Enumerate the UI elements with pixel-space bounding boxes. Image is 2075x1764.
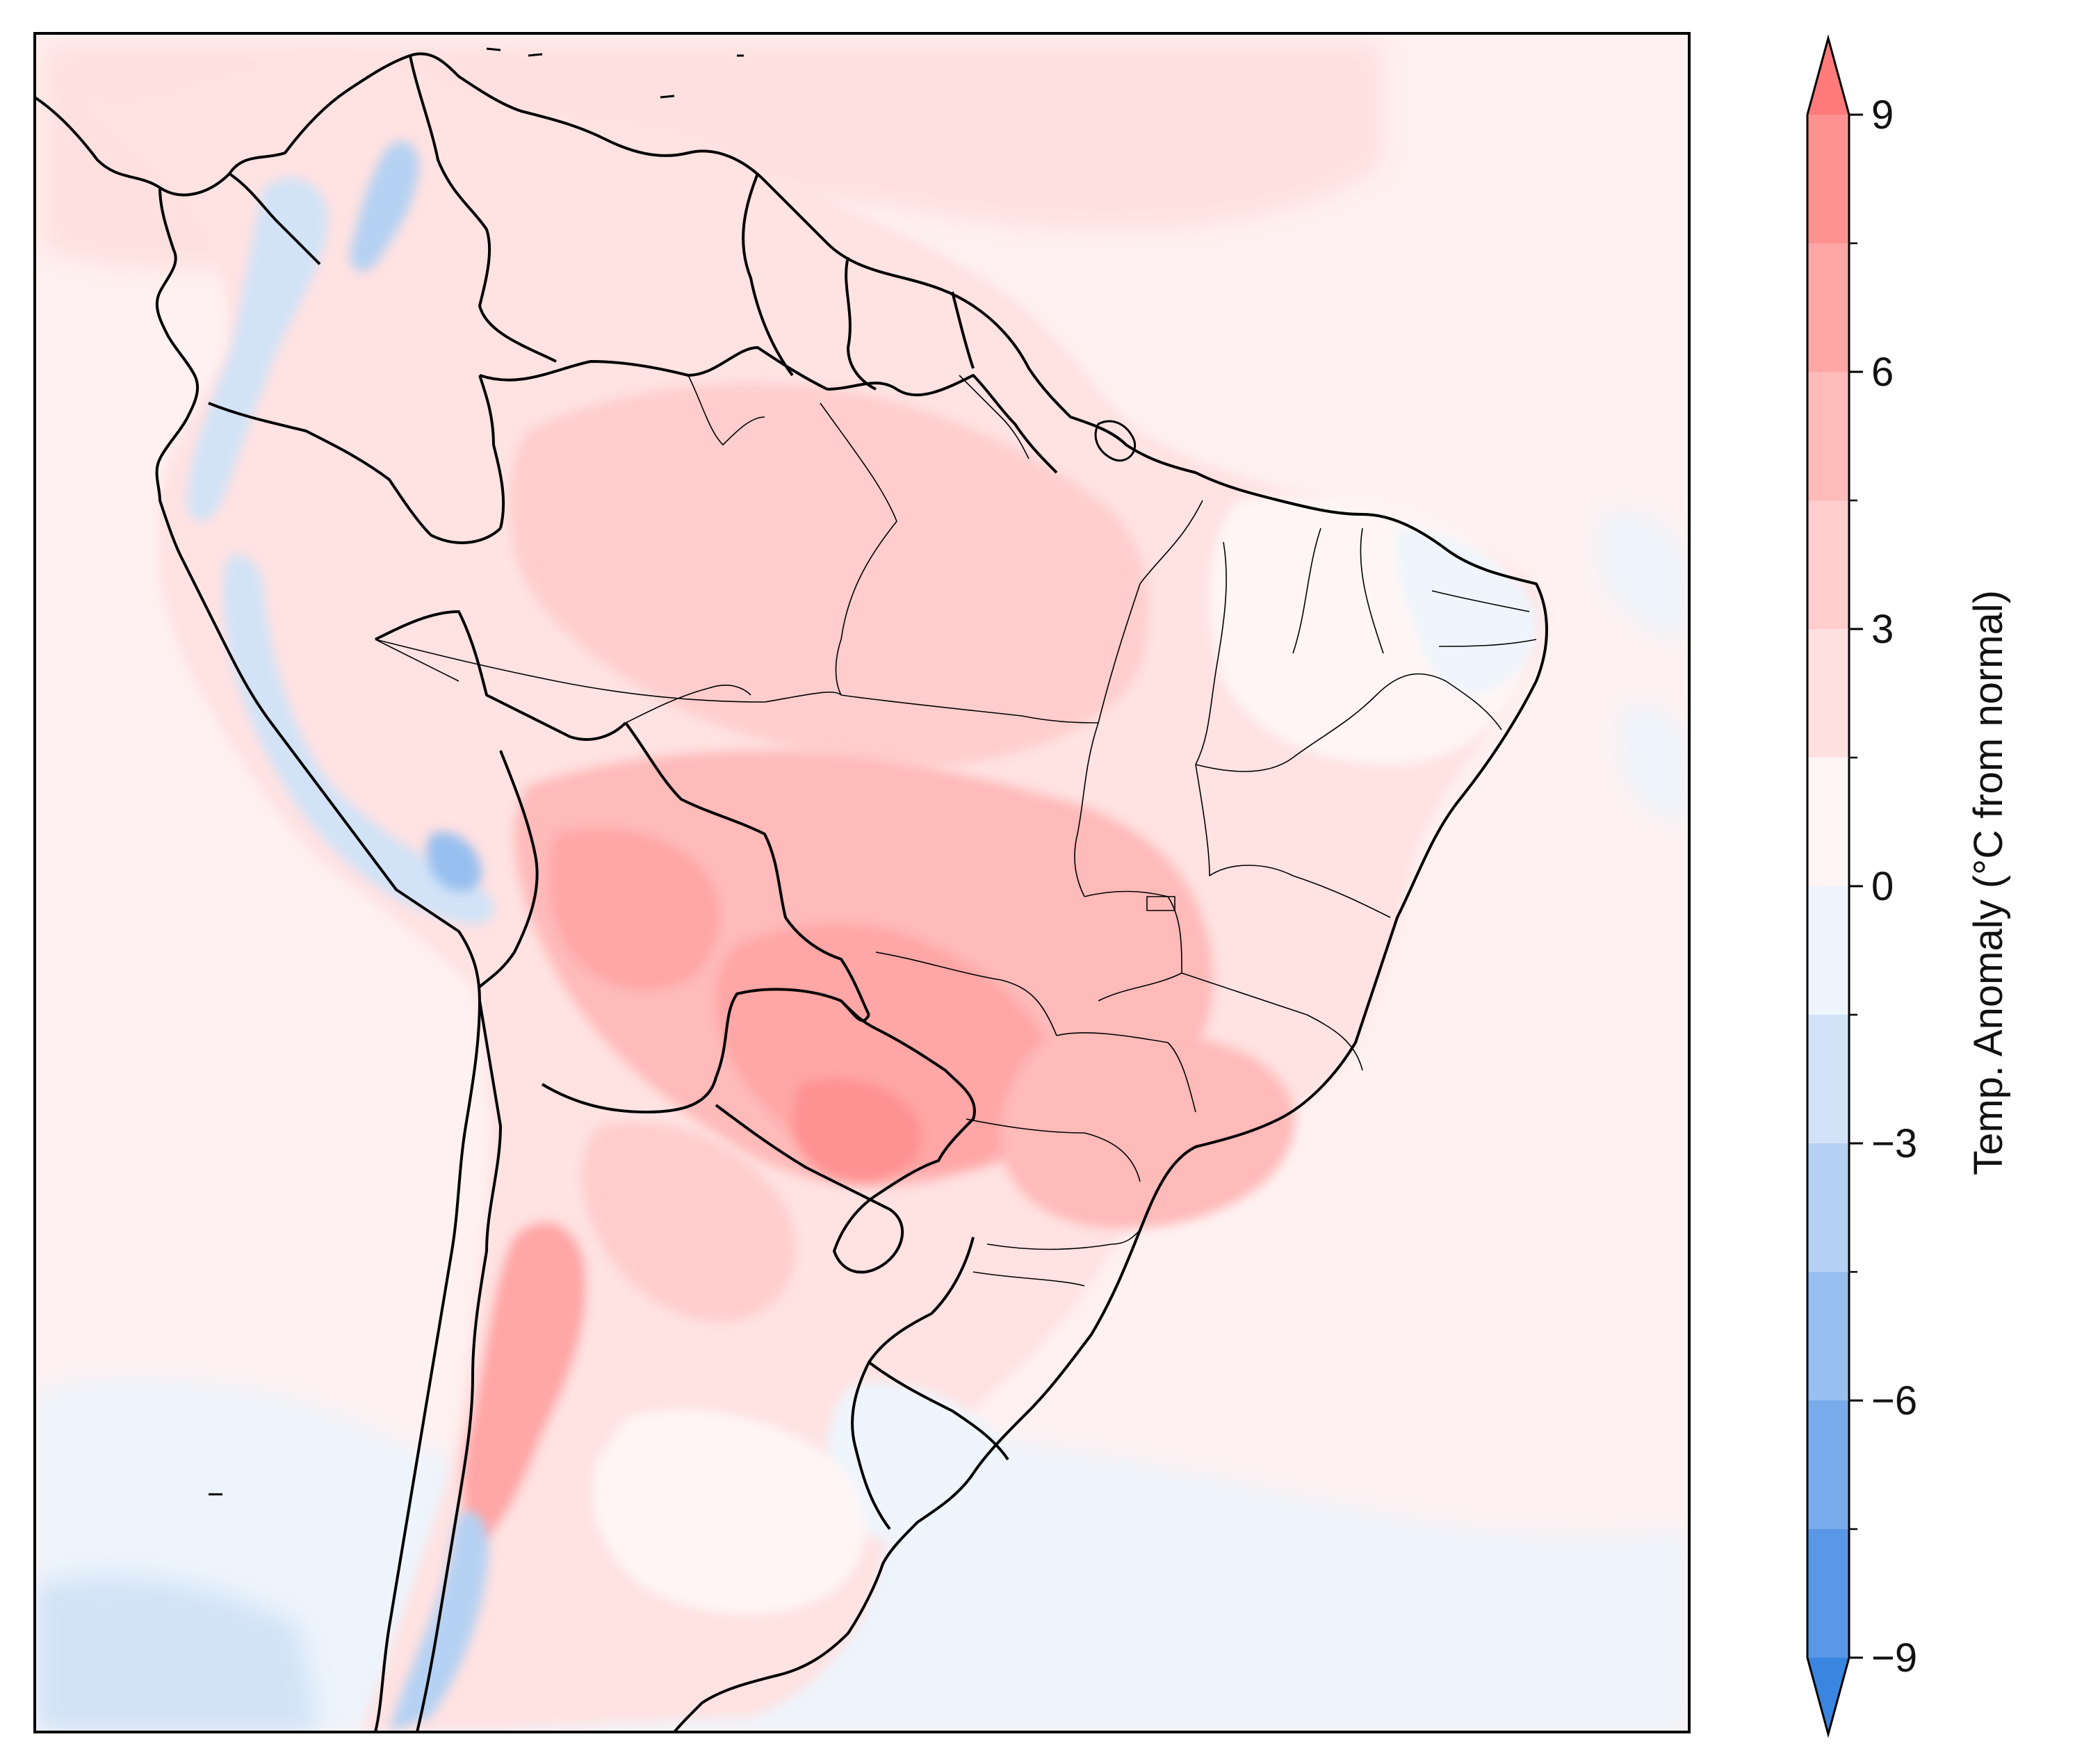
- island-1: [486, 47, 501, 51]
- andes-cool-north: [188, 177, 328, 522]
- colorbar-level-4: [1807, 1015, 1849, 1143]
- map-panel: [35, 33, 1689, 1732]
- andes-warm-streak: [463, 1223, 585, 1543]
- pampas-neutral: [592, 1410, 865, 1615]
- caribbean-islands: [209, 47, 1137, 1496]
- border-brazil-bolivia: [624, 721, 870, 1015]
- colombia-cool-streak: [350, 141, 419, 272]
- colorbar-level-6: [1807, 758, 1849, 886]
- state-line-para-mato-grosso: [840, 694, 1099, 724]
- continent-coastline: [35, 52, 1548, 1732]
- island-3: [660, 95, 675, 99]
- peru-cool-core: [427, 832, 482, 892]
- colorbar-tick-label: 9: [1871, 92, 1894, 138]
- colorbar-tick-label: 6: [1871, 350, 1894, 395]
- colorbar-level-11: [1807, 115, 1849, 243]
- border-colombia-brazil: [478, 375, 505, 529]
- state-line-df: [1146, 896, 1175, 911]
- state-line-goias: [1084, 890, 1182, 1002]
- state-line-sc: [986, 1230, 1141, 1250]
- state-borders: [375, 375, 1537, 1287]
- pacific-coastline: [155, 187, 481, 1732]
- east-atlantic-cool-patch: [1599, 510, 1689, 639]
- border-peru-brazil: [375, 610, 627, 741]
- state-line-piaui: [1195, 541, 1227, 765]
- border-paraguay: [715, 999, 976, 1274]
- colorbar-label: Temp. Anomaly (°C from normal): [1966, 590, 2011, 1175]
- state-line-ne-1: [1292, 528, 1321, 654]
- state-line-ne-4: [1438, 639, 1537, 647]
- border-uruguay-brazil: [868, 1361, 1009, 1461]
- colorbar-under-triangle: [1807, 1658, 1849, 1734]
- state-line-rr: [687, 375, 765, 446]
- state-line-amapa: [959, 375, 1030, 459]
- bolivia-warm-core: [548, 828, 719, 990]
- border-suriname-frguiana: [951, 291, 975, 369]
- amazon-warm-anomaly: [510, 384, 1148, 766]
- paraguay-hottest: [792, 1079, 922, 1182]
- border-colombia-peru: [208, 402, 502, 544]
- state-line-sp: [1056, 1032, 1196, 1113]
- state-line-maranhao: [1139, 500, 1203, 585]
- colorbar-level-0: [1807, 1529, 1849, 1658]
- state-line-tocantins: [1074, 583, 1141, 897]
- border-argentina-chile: [416, 1000, 502, 1732]
- state-line-ne-3: [1431, 590, 1530, 612]
- colorbar-level-8: [1807, 500, 1849, 629]
- border-guyana-suriname: [845, 256, 877, 391]
- colorbar: 9 6 3 0 −3 −6 −9: [1806, 34, 1917, 1738]
- border-bolivia-south: [541, 988, 870, 1113]
- colorbar-tick-label: −6: [1871, 1378, 1917, 1423]
- colorbar-level-5: [1807, 886, 1849, 1015]
- state-line-rs: [973, 1271, 1085, 1287]
- state-line-bahia: [1195, 673, 1447, 772]
- border-venezuela-guyana: [742, 173, 794, 377]
- map-frame: [33, 32, 1691, 1733]
- colorbar-over-triangle: [1807, 38, 1849, 115]
- colorbar-level-1: [1807, 1400, 1849, 1529]
- border-bolivia-peru: [478, 750, 539, 988]
- state-line-amazonas-south: [375, 639, 842, 703]
- border-brazil-north: [479, 346, 1058, 474]
- state-line-ms: [875, 952, 1057, 1036]
- southeast-warm-anomaly: [1000, 1030, 1295, 1229]
- colorbar-level-3: [1807, 1143, 1849, 1272]
- state-line-minas: [1195, 764, 1391, 918]
- country-borders: [35, 52, 1548, 1732]
- colorbar-tick-label: −3: [1871, 1121, 1917, 1166]
- state-line-minas-south: [1181, 972, 1363, 1071]
- state-line-rondonia: [625, 685, 751, 724]
- state-line-ne-5: [1445, 680, 1502, 730]
- colorbar-level-7: [1807, 629, 1849, 758]
- colorbar-level-10: [1807, 243, 1849, 372]
- south-pacific-cool-anomaly: [35, 1576, 320, 1732]
- chaco-warm: [582, 1122, 796, 1322]
- border-colombia-venezuela: [409, 55, 557, 363]
- border-ecuador: [228, 172, 321, 266]
- northeast-coast-cool: [1396, 528, 1538, 694]
- state-line-parana: [966, 1118, 1141, 1182]
- colorbar-tick-label: −9: [1871, 1635, 1917, 1681]
- island-5: [1094, 420, 1137, 462]
- colorbar-level-2: [1807, 1272, 1849, 1400]
- colorbar-tick-label: 3: [1871, 607, 1894, 652]
- colorbar-level-9: [1807, 372, 1849, 500]
- state-line-amazonas-para: [820, 402, 897, 696]
- state-line-ne-2: [1360, 528, 1384, 654]
- east-atlantic-cool-patch-2: [1620, 704, 1689, 822]
- colorbar-tick-label: 0: [1871, 864, 1894, 909]
- state-line-acre: [375, 639, 459, 682]
- uruguay-neutral: [827, 1382, 1007, 1546]
- island-2: [528, 53, 543, 57]
